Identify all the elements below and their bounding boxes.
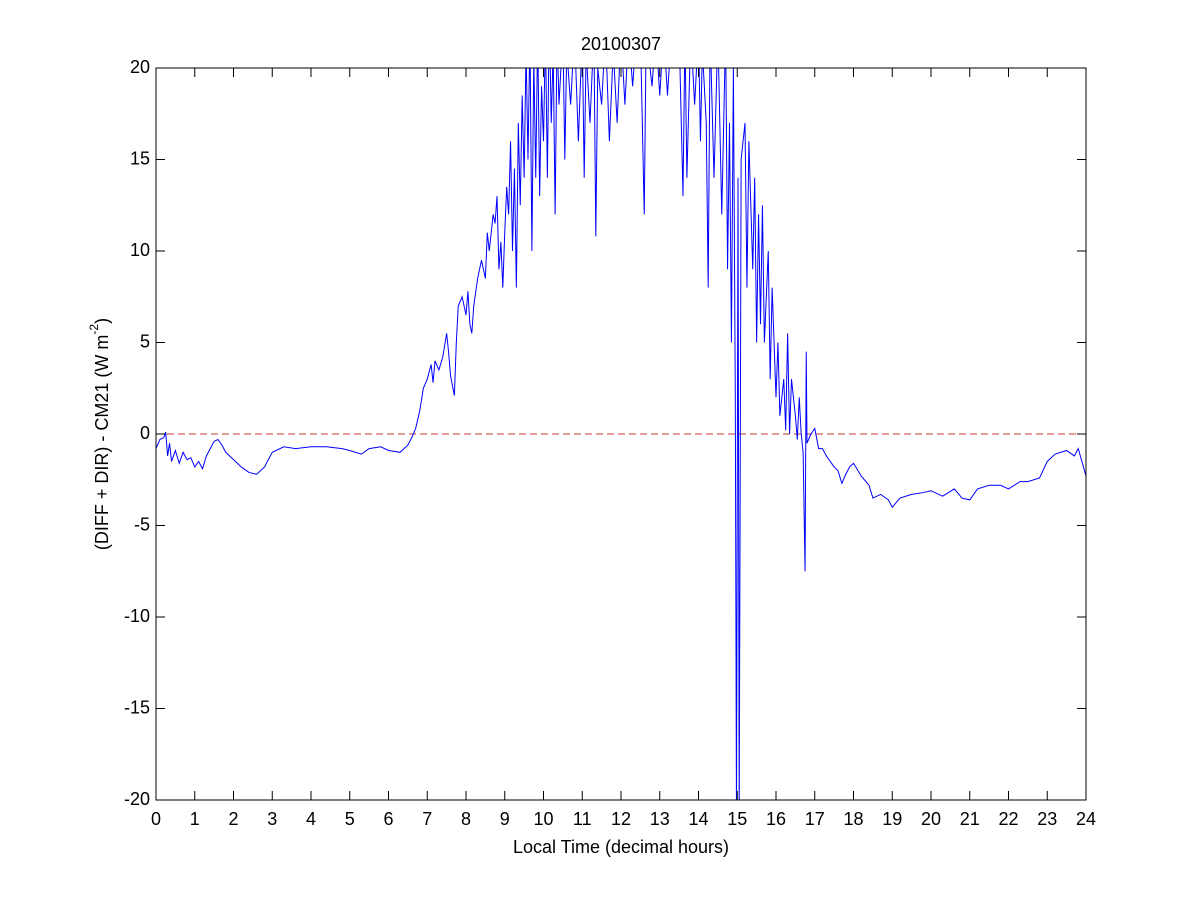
- x-tick-label: 7: [422, 809, 432, 829]
- y-tick-label: -5: [134, 514, 150, 534]
- x-tick-label: 2: [228, 809, 238, 829]
- y-tick-label: 0: [140, 423, 150, 443]
- x-tick-label: 3: [267, 809, 277, 829]
- x-tick-label: 12: [611, 809, 631, 829]
- x-tick-label: 23: [1037, 809, 1057, 829]
- x-tick-label: 11: [573, 809, 592, 829]
- x-tick-label: 20: [921, 809, 941, 829]
- x-tick-label: 4: [306, 809, 316, 829]
- y-tick-label: 20: [130, 57, 150, 77]
- x-tick-label: 21: [960, 809, 980, 829]
- x-tick-label: 14: [688, 809, 708, 829]
- x-tick-label: 5: [345, 809, 355, 829]
- y-axis-label-tail: ): [92, 318, 112, 324]
- y-axis-label-text: (DIFF + DIR) - CM21 (W m: [92, 335, 112, 550]
- x-tick-label: 24: [1076, 809, 1096, 829]
- y-axis-label: (DIFF + DIR) - CM21 (W m-2): [87, 318, 112, 550]
- chart-title: 20100307: [581, 34, 661, 54]
- y-tick-label: -15: [124, 697, 150, 717]
- x-tick-label: 0: [151, 809, 161, 829]
- x-tick-label: 10: [533, 809, 553, 829]
- y-tick-label: -20: [124, 789, 150, 809]
- x-tick-label: 13: [650, 809, 670, 829]
- x-tick-label: 8: [461, 809, 471, 829]
- data-line: [156, 68, 1086, 800]
- y-tick-label: 5: [140, 331, 150, 351]
- x-tick-label: 9: [500, 809, 510, 829]
- x-axis-label: Local Time (decimal hours): [513, 837, 729, 857]
- x-tick-label: 18: [843, 809, 863, 829]
- x-tick-label: 16: [766, 809, 786, 829]
- y-tick-label: 15: [130, 148, 150, 168]
- x-tick-label: 1: [190, 809, 200, 829]
- plot-area: [156, 68, 1086, 800]
- y-tick-label: -10: [124, 606, 150, 626]
- y-axis-label-superscript: -2: [87, 324, 101, 335]
- x-tick-label: 17: [805, 809, 825, 829]
- x-tick-label: 15: [727, 809, 747, 829]
- x-tick-label: 6: [383, 809, 393, 829]
- x-tick-label: 19: [882, 809, 902, 829]
- x-tick-label: 22: [998, 809, 1018, 829]
- y-tick-label: 10: [130, 240, 150, 260]
